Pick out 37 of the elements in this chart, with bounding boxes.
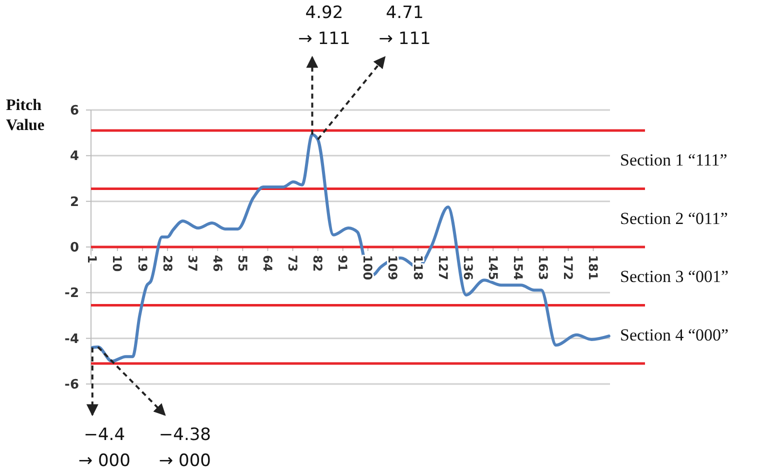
x-tick-label: 73 xyxy=(286,255,300,272)
y-tick-label: -6 xyxy=(64,378,79,393)
x-tick-label: 19 xyxy=(135,255,150,272)
x-tick-label: 82 xyxy=(310,255,325,272)
text: Section 4 “000” xyxy=(620,325,729,344)
text: Section 2 “011” xyxy=(620,208,728,228)
x-tick-label: 145 xyxy=(486,255,500,280)
y-tick-label: -4 xyxy=(64,332,79,347)
y-tick-label: 0 xyxy=(70,240,79,256)
x-tick-label: 28 xyxy=(160,255,174,272)
y-tick-label: -2 xyxy=(64,286,79,302)
x-tick-label: 172 xyxy=(561,255,576,280)
text: Section 1 “111” xyxy=(620,150,728,170)
x-tick-label: 1 xyxy=(85,255,100,264)
y-tick-label: 2 xyxy=(70,194,79,210)
x-tick-label: 136 xyxy=(460,255,475,280)
annotation: −4.38 → 000 xyxy=(158,425,212,471)
x-tick-label: 181 xyxy=(586,255,600,280)
annotation: −4.4 → 000 xyxy=(78,425,130,471)
x-tick-label: 64 xyxy=(260,255,275,272)
annotation: 4.71 → 111 xyxy=(378,3,431,49)
x-tick-label: 37 xyxy=(185,255,200,272)
x-tick-label: 91 xyxy=(336,255,350,272)
x-tick-label: 154 xyxy=(510,255,525,280)
x-tick-label: 127 xyxy=(436,255,450,280)
x-tick-label: 10 xyxy=(110,255,124,272)
x-tick-label: 46 xyxy=(210,255,224,272)
y-tick-label: 6 xyxy=(70,104,79,119)
y-axis-title: Pitch Value xyxy=(6,97,45,134)
text: Section 3 “001” xyxy=(620,267,729,286)
x-tick-label: 163 xyxy=(536,255,550,280)
x-tick-label: 55 xyxy=(235,255,250,272)
x-tick-label: 100 xyxy=(360,255,375,280)
y-tick-label: 4 xyxy=(70,149,79,164)
annotation: 4.92 → 111 xyxy=(298,3,350,49)
x-tick-label: 109 xyxy=(386,255,400,280)
x-tick-label: 118 xyxy=(410,255,425,280)
